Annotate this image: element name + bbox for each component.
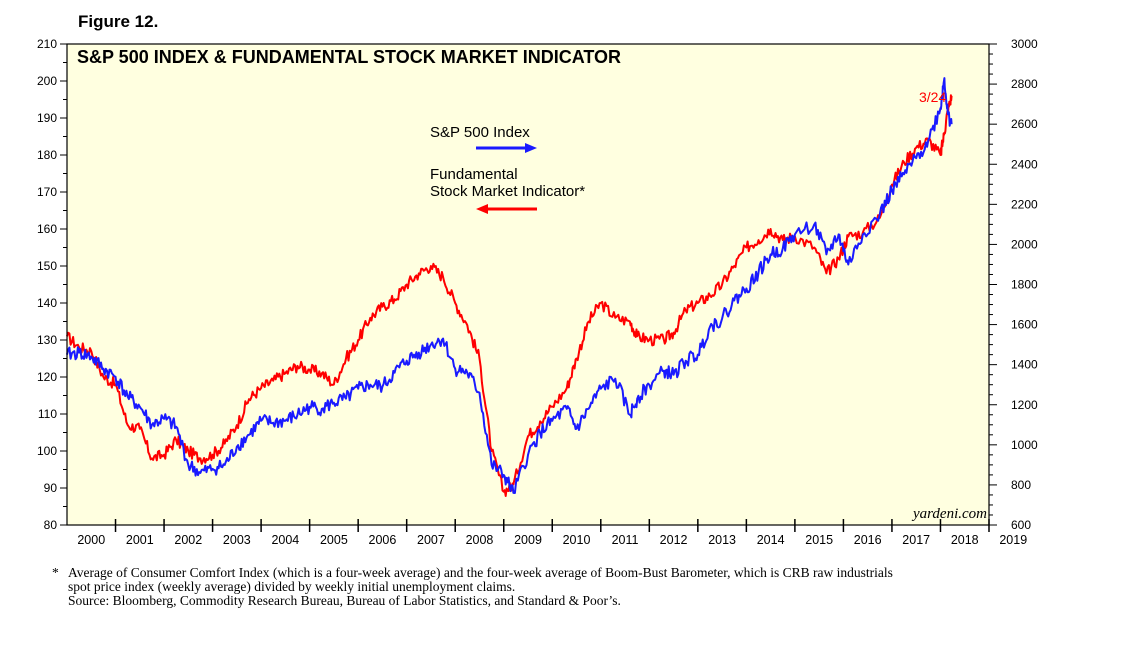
chart: S&P 500 INDEX & FUNDAMENTAL STOCK MARKET… bbox=[37, 37, 1038, 547]
right-axis-tick-label: 2000 bbox=[1011, 237, 1038, 251]
x-axis-tick-label: 2015 bbox=[805, 533, 833, 547]
chart-title: S&P 500 INDEX & FUNDAMENTAL STOCK MARKET… bbox=[77, 47, 621, 67]
right-axis-tick-label: 2600 bbox=[1011, 117, 1038, 131]
x-axis-tick-label: 2016 bbox=[854, 533, 882, 547]
right-axis-tick-label: 1000 bbox=[1011, 438, 1038, 452]
x-axis-tick-label: 2000 bbox=[77, 533, 105, 547]
left-axis-tick-label: 200 bbox=[37, 74, 57, 88]
x-axis-tick-label: 2002 bbox=[174, 533, 202, 547]
right-axis-tick-label: 1200 bbox=[1011, 398, 1038, 412]
legend-fsmi-arrow bbox=[476, 204, 537, 214]
right-axis-tick-label: 2400 bbox=[1011, 157, 1038, 171]
legend-fsmi-label-line1: Fundamental bbox=[430, 166, 518, 183]
left-axis-tick-label: 170 bbox=[37, 185, 57, 199]
x-axis-tick-label: 2013 bbox=[708, 533, 736, 547]
fsmi-series-line bbox=[66, 94, 953, 497]
right-axis-tick-label: 3000 bbox=[1011, 37, 1038, 51]
footnote-line-2: spot price index (weekly average) divide… bbox=[68, 579, 516, 594]
right-axis-tick-label: 1800 bbox=[1011, 278, 1038, 292]
left-axis-tick-label: 120 bbox=[37, 370, 57, 384]
x-axis-tick-label: 2003 bbox=[223, 533, 251, 547]
figure-label: Figure 12. bbox=[78, 12, 159, 31]
legend-sp500-arrow bbox=[476, 143, 537, 153]
left-axis-tick-label: 180 bbox=[37, 148, 57, 162]
left-axis-tick-label: 190 bbox=[37, 111, 57, 125]
plot-area bbox=[67, 44, 989, 525]
x-axis-tick-label: 2018 bbox=[951, 533, 979, 547]
x-axis-tick-label: 2017 bbox=[902, 533, 930, 547]
watermark: yardeni.com bbox=[911, 506, 987, 522]
legend-sp500-label: S&P 500 Index bbox=[430, 124, 530, 141]
x-axis-tick-label: 2012 bbox=[660, 533, 688, 547]
right-axis-tick-label: 1600 bbox=[1011, 318, 1038, 332]
right-axis-tick-label: 2800 bbox=[1011, 77, 1038, 91]
sp500-series-line bbox=[66, 77, 953, 494]
left-axis-tick-label: 100 bbox=[37, 444, 57, 458]
x-axis-tick-label: 2008 bbox=[466, 533, 494, 547]
right-axis-tick-label: 800 bbox=[1011, 478, 1031, 492]
x-axis-tick-label: 2007 bbox=[417, 533, 445, 547]
footnote-marker: * bbox=[52, 565, 59, 580]
footnote-source: Source: Bloomberg, Commodity Research Bu… bbox=[68, 593, 621, 608]
x-axis-tick-label: 2005 bbox=[320, 533, 348, 547]
left-axis-tick-label: 140 bbox=[37, 296, 57, 310]
x-axis-tick-label: 2011 bbox=[612, 533, 639, 547]
left-axis-tick-label: 90 bbox=[44, 481, 58, 495]
left-axis-tick-label: 160 bbox=[37, 222, 57, 236]
right-axis-tick-label: 1400 bbox=[1011, 358, 1038, 372]
left-axis-tick-label: 210 bbox=[37, 37, 57, 51]
left-axis-tick-label: 150 bbox=[37, 259, 57, 273]
x-axis-tick-label: 2006 bbox=[369, 533, 397, 547]
x-axis-tick-label: 2014 bbox=[757, 533, 785, 547]
x-axis-tick-label: 2010 bbox=[563, 533, 591, 547]
right-axis-tick-label: 2200 bbox=[1011, 197, 1038, 211]
right-axis-tick-label: 600 bbox=[1011, 518, 1031, 532]
x-axis-tick-label: 2004 bbox=[271, 533, 299, 547]
left-axis-tick-label: 130 bbox=[37, 333, 57, 347]
x-axis-tick-label: 2009 bbox=[514, 533, 542, 547]
x-axis-tick-label: 2019 bbox=[999, 533, 1027, 547]
footnote-line-1: Average of Consumer Comfort Index (which… bbox=[68, 565, 893, 580]
date-annotation: 3/24 bbox=[919, 89, 946, 105]
legend-fsmi-label-line2: Stock Market Indicator* bbox=[430, 183, 585, 200]
x-axis-tick-label: 2001 bbox=[126, 533, 154, 547]
left-axis-tick-label: 110 bbox=[38, 407, 57, 421]
left-axis-tick-label: 80 bbox=[44, 518, 58, 532]
